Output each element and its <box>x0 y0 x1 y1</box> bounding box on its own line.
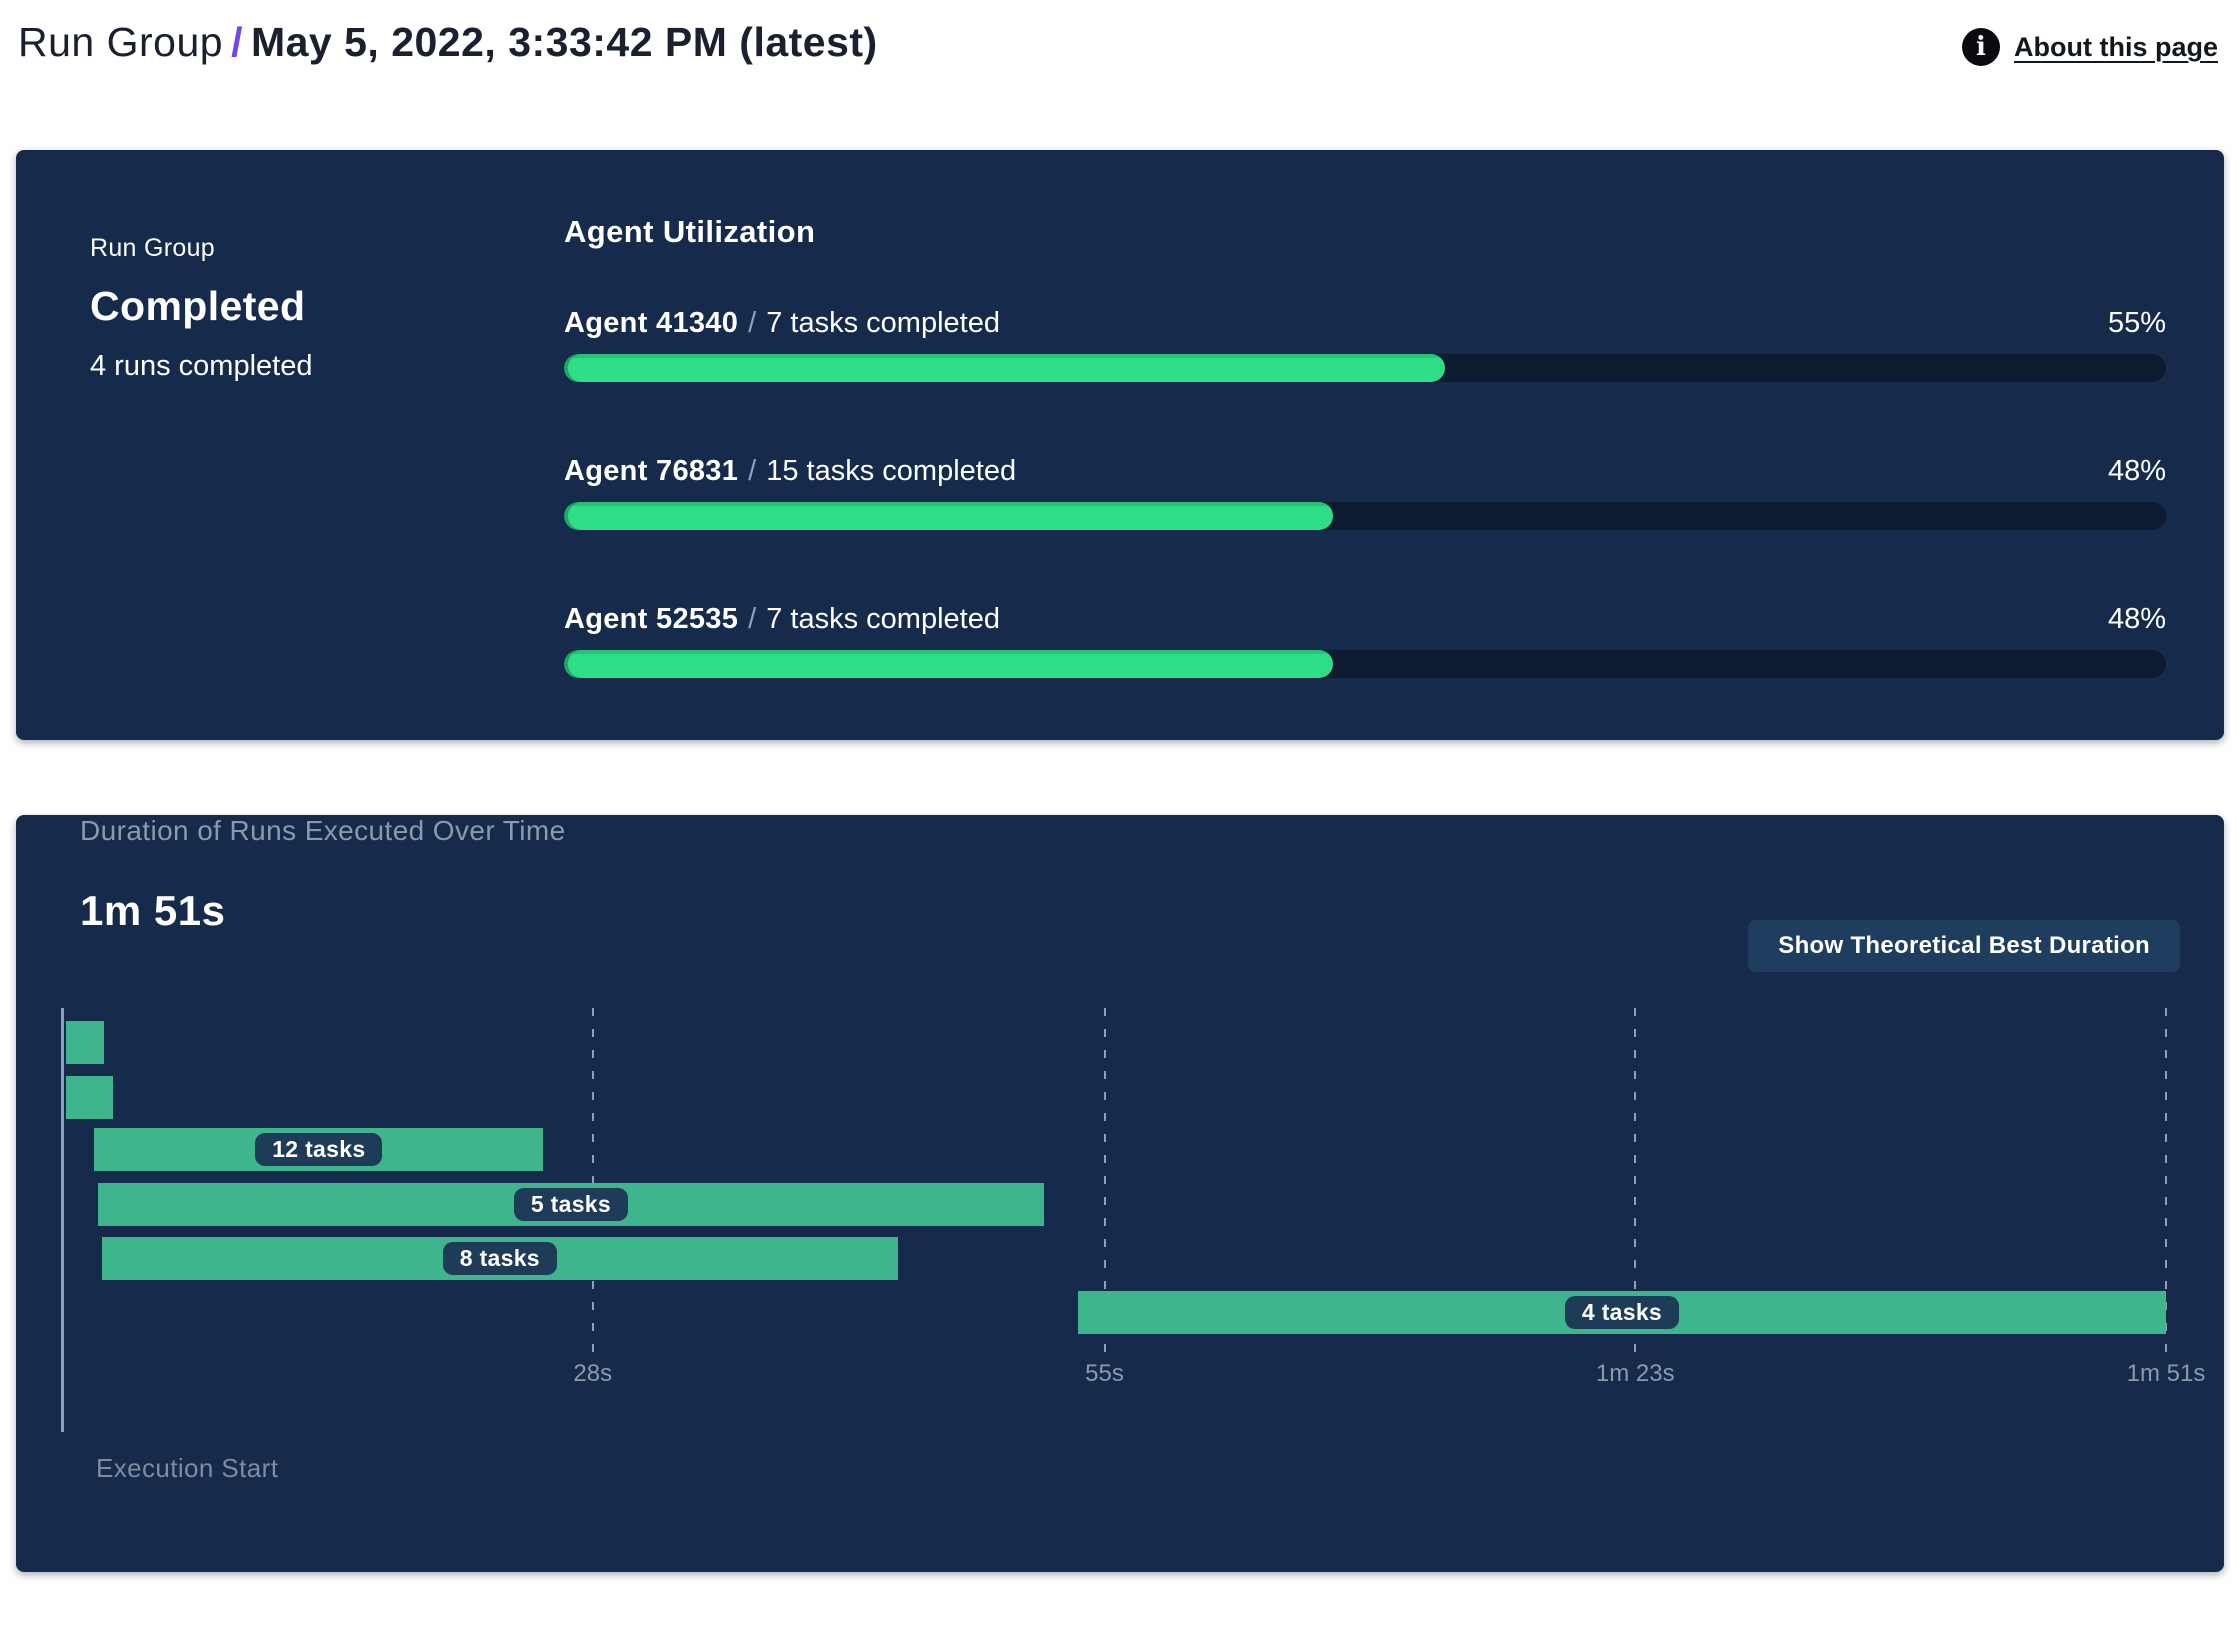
execution-start-axis-line <box>61 1008 64 1432</box>
run-group-status: Completed <box>90 283 306 329</box>
utilization-progress-track <box>564 650 2166 678</box>
time-gridline <box>2165 1008 2167 1355</box>
agent-name: Agent 41340 <box>564 307 739 339</box>
agent-label: Agent 76831 / 15 tasks completed <box>564 454 1016 488</box>
breadcrumb: Run Group / May 5, 2022, 3:33:42 PM (lates… <box>18 16 878 68</box>
task-count-pill: 12 tasks <box>255 1133 383 1166</box>
agent-name: Agent 52535 <box>564 603 739 635</box>
run-group-panel: Run Group Completed 4 runs completed Age… <box>16 150 2224 740</box>
total-duration-value: 1m 51s <box>80 887 226 934</box>
page-header: Run Group / May 5, 2022, 3:33:42 PM (lates… <box>0 0 2240 150</box>
duration-panel: Duration of Runs Executed Over Time 1m 5… <box>16 815 2224 1572</box>
time-tick-label: 1m 23s <box>1595 1360 1675 1387</box>
agent-label: Agent 41340 / 7 tasks completed <box>564 306 1000 340</box>
utilization-progress-fill <box>564 650 1333 678</box>
utilization-progress-fill <box>564 354 1446 382</box>
agent-utilization-percent: 48% <box>2107 603 2166 635</box>
run-duration-bar[interactable] <box>65 1076 114 1119</box>
run-duration-bar[interactable]: 12 tasks <box>94 1128 544 1171</box>
agent-utilization-percent: 55% <box>2107 307 2166 339</box>
task-count-pill: 5 tasks <box>513 1188 628 1221</box>
info-icon: i <box>1962 28 2000 66</box>
run-group-status-section: Run Group Completed 4 runs completed <box>16 150 564 740</box>
about-this-page-link[interactable]: i About this page <box>1962 28 2218 66</box>
agent-utilization-row: Agent 52535 / 7 tasks completed 48% <box>564 602 2166 678</box>
agent-separator: / <box>748 455 757 487</box>
agent-utilization-list: Agent 41340 / 7 tasks completed 55% Agent 76… <box>564 306 2166 678</box>
time-tick-label: 55s <box>1085 1360 1124 1387</box>
show-theoretical-best-duration-button[interactable]: Show Theoretical Best Duration <box>1748 920 2180 972</box>
duration-chart-title: Duration of Runs Executed Over Time <box>80 815 566 846</box>
gantt-chart: 28s 55s 1m 23s 1m 51s 12 tasks 5 tasks 8 tasks… <box>61 1008 2205 1432</box>
runs-completed-summary: 4 runs completed <box>90 350 313 382</box>
agent-tasks-completed: 15 tasks completed <box>766 455 1017 487</box>
utilization-progress-fill <box>564 502 1333 530</box>
breadcrumb-separator: / <box>231 19 243 65</box>
agent-label-line: Agent 41340 / 7 tasks completed 55% <box>564 306 2166 340</box>
task-count-pill: 4 tasks <box>1564 1296 1680 1329</box>
page-title: May 5, 2022, 3:33:42 PM (latest) <box>250 19 878 65</box>
time-gridline <box>591 1008 594 1355</box>
about-link-label: About this page <box>2014 31 2218 62</box>
time-gridline <box>1634 1008 1637 1355</box>
agent-tasks-completed: 7 tasks completed <box>766 307 1000 339</box>
agent-utilization-section: Agent Utilization Agent 41340 / 7 tasks co… <box>564 150 2224 740</box>
run-duration-bar[interactable]: 8 tasks <box>101 1237 898 1280</box>
agent-label-line: Agent 76831 / 15 tasks completed 48% <box>564 454 2166 488</box>
run-duration-bar[interactable]: 5 tasks <box>98 1183 1044 1226</box>
execution-start-label: Execution Start <box>96 1453 279 1483</box>
breadcrumb-run-group: Run Group <box>18 19 224 65</box>
run-duration-bar[interactable] <box>65 1021 104 1064</box>
agent-tasks-completed: 7 tasks completed <box>766 603 1000 635</box>
run-duration-bar[interactable]: 4 tasks <box>1077 1291 2166 1334</box>
agent-separator: / <box>748 307 757 339</box>
agent-utilization-row: Agent 76831 / 15 tasks completed 48% <box>564 454 2166 530</box>
agent-separator: / <box>748 603 757 635</box>
utilization-progress-track <box>564 502 2166 530</box>
time-tick-label: 28s <box>573 1360 613 1387</box>
agent-label-line: Agent 52535 / 7 tasks completed 48% <box>564 602 2166 636</box>
time-gridline <box>1103 1008 1106 1355</box>
agent-utilization-row: Agent 41340 / 7 tasks completed 55% <box>564 306 2166 382</box>
run-group-label: Run Group <box>90 234 215 262</box>
agent-utilization-heading: Agent Utilization <box>564 214 816 249</box>
task-count-pill: 8 tasks <box>442 1242 557 1275</box>
agent-label: Agent 52535 / 7 tasks completed <box>564 602 1000 636</box>
utilization-progress-track <box>564 354 2166 382</box>
time-tick-label: 1m 51s <box>2126 1360 2206 1387</box>
agent-utilization-percent: 48% <box>2107 455 2166 487</box>
agent-name: Agent 76831 <box>564 455 739 487</box>
